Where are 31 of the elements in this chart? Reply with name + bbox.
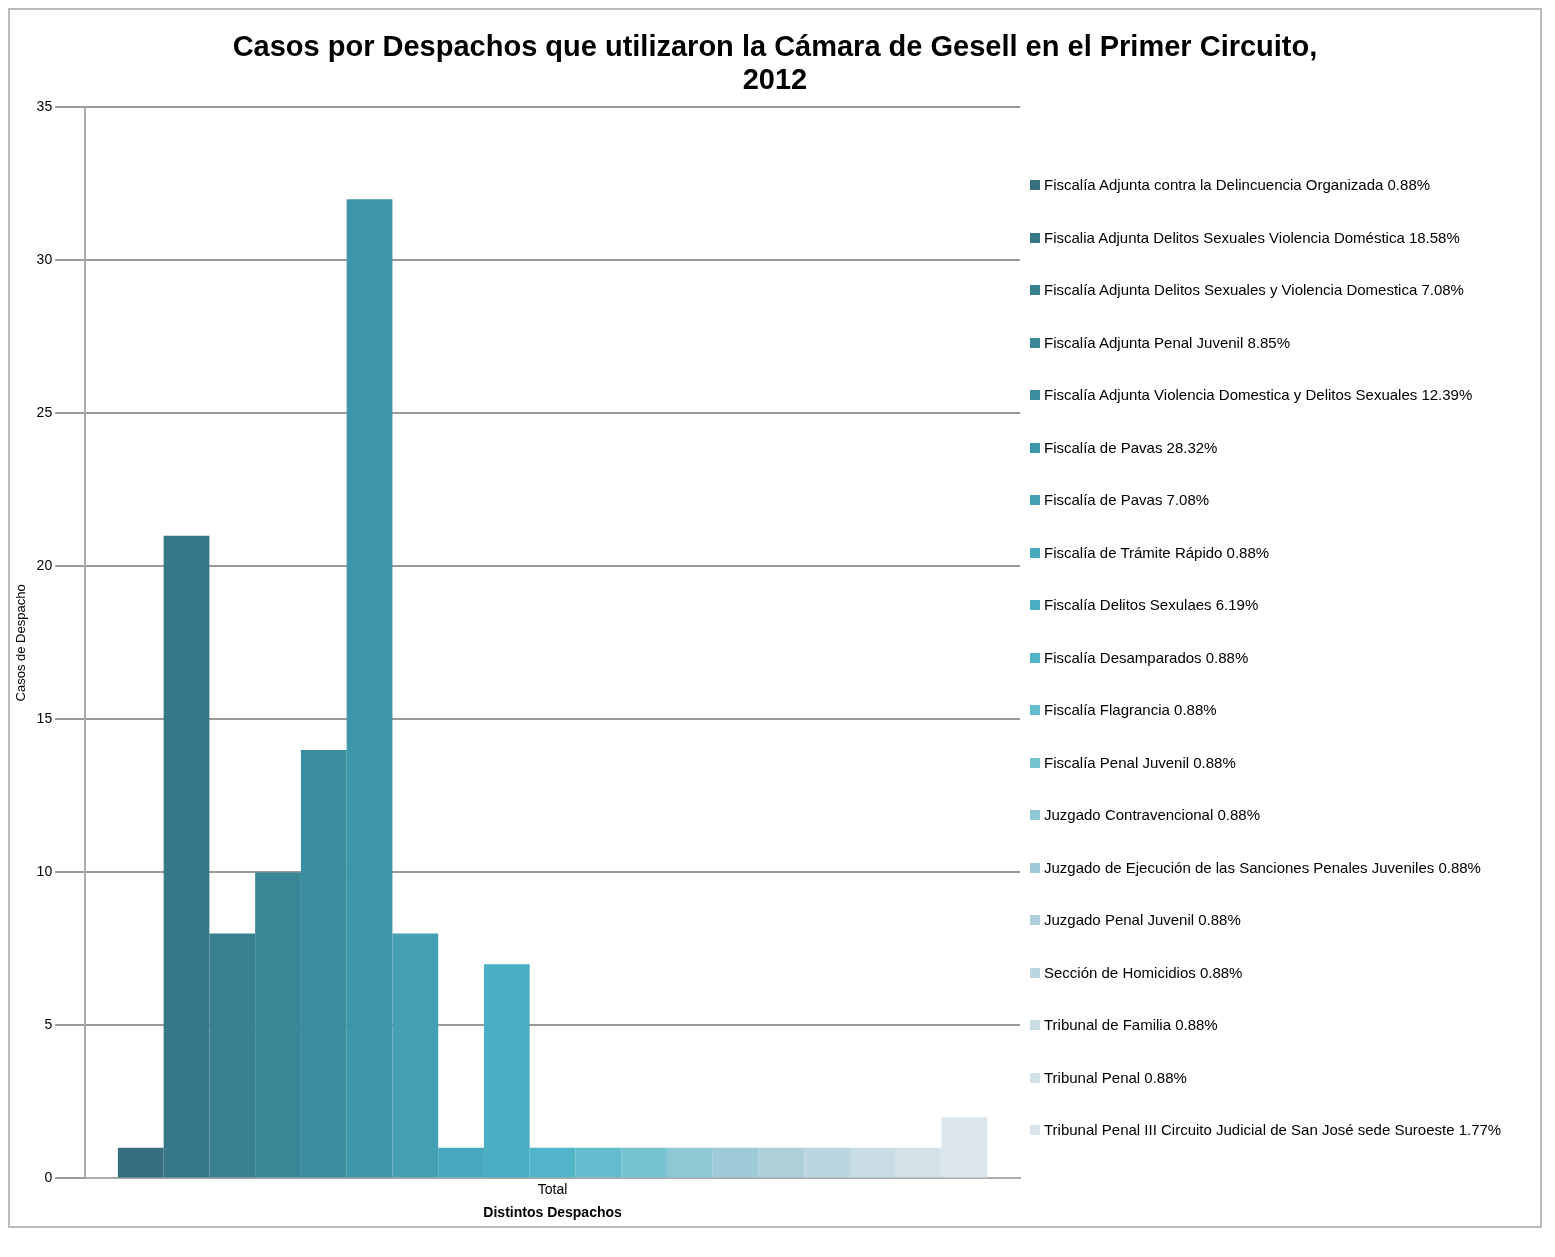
y-tick-label: 0	[44, 1169, 53, 1186]
legend-label: Juzgado de Ejecución de las Sanciones Penales Juveniles 0.88%	[1044, 858, 1481, 876]
legend-label: Fiscalía Flagrancia 0.88%	[1044, 701, 1217, 718]
y-tick-label: 20	[36, 557, 53, 574]
legend-label: Fiscalía Adjunta Violencia Domestica y Delitos Sexuales 12.39%	[1044, 386, 1473, 403]
y-tick-label: 15	[36, 710, 53, 727]
legend-label: Fiscalía Delitos Sexulaes 6.19%	[1044, 596, 1259, 613]
x-tick-label: Total	[537, 1180, 568, 1197]
y-tick-label: 35	[36, 98, 53, 115]
legend-label: Tribunal Penal III Circuito Judicial de San José sede Suroeste 1.77%	[1044, 1121, 1502, 1138]
legend-label: Fiscalía de Pavas 28.32%	[1044, 438, 1218, 456]
y-tick-label: 30	[36, 251, 53, 268]
legend-label: Fiscalía Adjunta Penal Juvenil 8.85%	[1044, 333, 1290, 351]
legend-label: Tribunal de Familia 0.88%	[1044, 1016, 1218, 1033]
legend-label: Fiscalía Desamparados 0.88%	[1044, 648, 1249, 666]
y-tick-label: 10	[36, 863, 53, 880]
legend-label: Sección de Homicidios 0.88%	[1044, 963, 1243, 981]
legend-label: Fiscalía Penal Juvenil 0.88%	[1044, 753, 1236, 771]
y-tick-label: 25	[36, 404, 53, 421]
legend-label: Fiscalía de Pavas 7.08%	[1044, 491, 1210, 508]
y-tick-label: 5	[44, 1016, 53, 1033]
legend-label: Fiscalía Adjunta Delitos Sexuales y Violencia Domestica 7.08%	[1044, 281, 1464, 298]
y-axis-title: Casos de Despacho	[13, 584, 29, 702]
chart-title: Casos por Despachos que utilizaron la Cámara de Gesell en el Primer Circuito, 2012	[231, 29, 1319, 96]
legend-label: Juzgado Contravencional 0.88%	[1044, 806, 1260, 823]
legend-label: Tribunal Penal 0.88%	[1044, 1068, 1187, 1086]
legend-label: Fiscalia Adjunta Delitos Sexuales Violencia Doméstica 18.58%	[1044, 228, 1460, 246]
x-axis-title: Distintos Despachos	[483, 1204, 623, 1221]
legend-label: Juzgado Penal Juvenil 0.88%	[1044, 911, 1241, 928]
legend-label: Fiscalía Adjunta contra la Delincuencia Organizada 0.88%	[1044, 176, 1431, 193]
legend-label: Fiscalía de Trámite Rápido 0.88%	[1044, 543, 1270, 561]
